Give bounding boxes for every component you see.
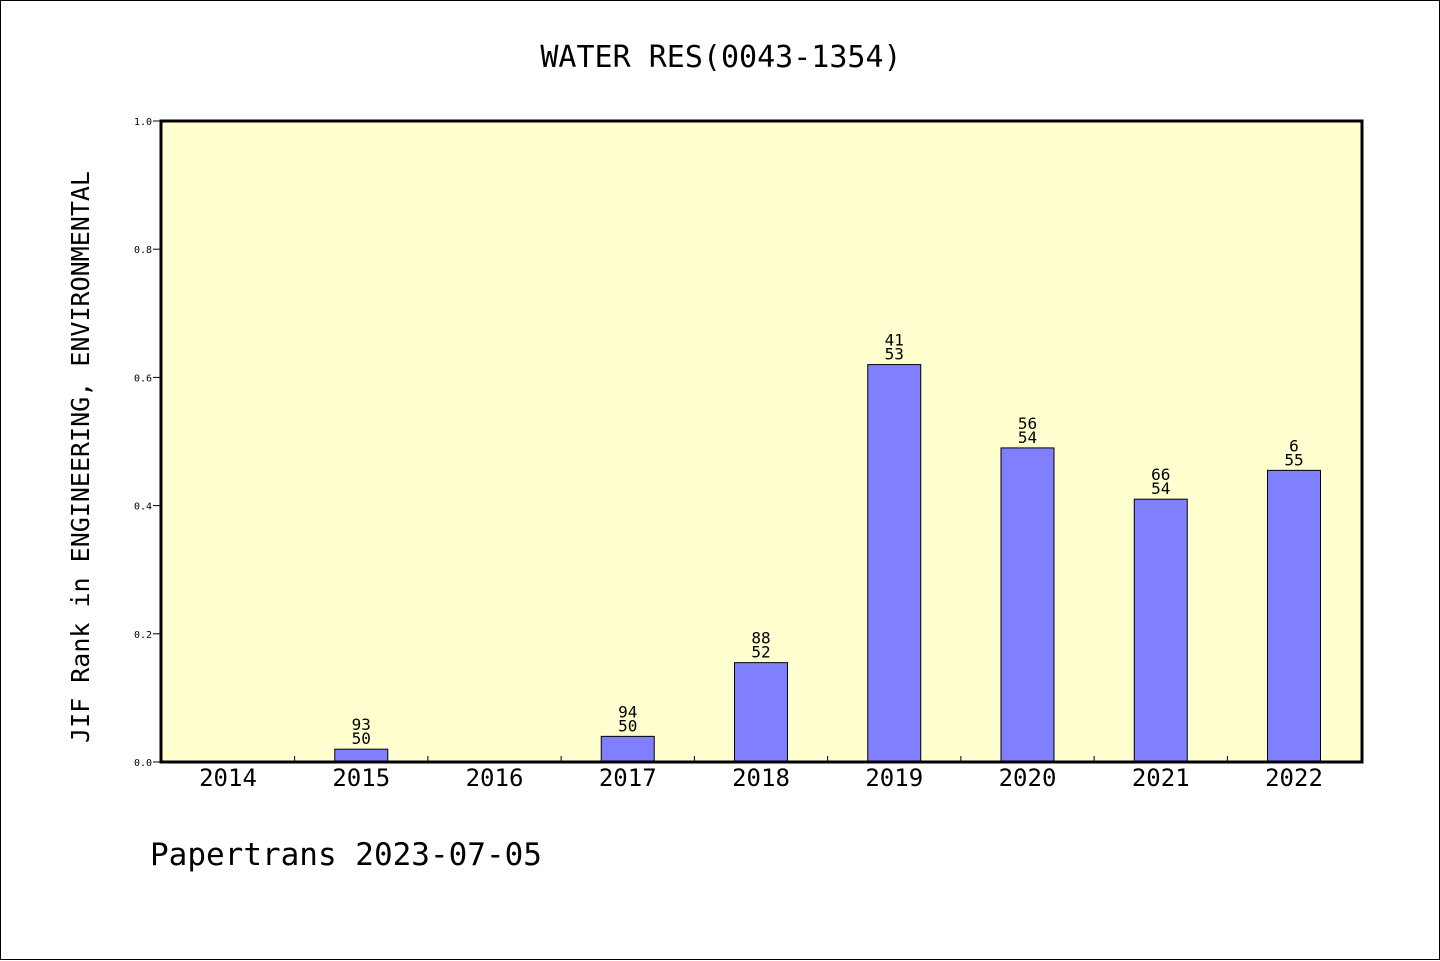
bar-label-top-2022: 6 bbox=[1289, 436, 1299, 455]
y-tick-label-0.6: 0.6 bbox=[134, 373, 152, 384]
bar-2019 bbox=[867, 364, 922, 763]
bar-label-bottom-2020: 54 bbox=[1018, 428, 1037, 447]
bar-label-bottom-2022: 55 bbox=[1284, 450, 1303, 469]
y-tick-label-0.4: 0.4 bbox=[134, 502, 152, 513]
bar-2018 bbox=[734, 662, 788, 763]
bar-label-top-2019: 41 bbox=[885, 331, 904, 350]
bar-label-top-2017: 94 bbox=[618, 702, 637, 721]
y-axis-label: JIF Rank in ENGINEERING, ENVIRONMENTAL bbox=[66, 171, 95, 743]
ticks-layer: 2014 2015 2016 2017 2018 2019 2020 2021 2022 0.0 0… bbox=[134, 117, 1323, 792]
y-tick-label-0.2: 0.2 bbox=[134, 630, 152, 641]
bar-label-top-2018: 88 bbox=[751, 629, 770, 648]
bar-label-top-2021: 66 bbox=[1151, 465, 1170, 484]
x-tick-label-2018: 2018 bbox=[732, 764, 790, 792]
bar-label-top-2015: 93 bbox=[352, 715, 371, 734]
x-tick-label-2020: 2020 bbox=[999, 764, 1057, 792]
bar-2021 bbox=[1133, 498, 1188, 763]
bar-label-bottom-2021: 54 bbox=[1151, 479, 1170, 498]
y-tick-label-0.0: 0.0 bbox=[134, 758, 152, 769]
bar-label-bottom-2019: 53 bbox=[885, 345, 904, 364]
bar-2015 bbox=[334, 748, 389, 763]
x-tick-label-2017: 2017 bbox=[599, 764, 657, 792]
bar-label-bottom-2017: 50 bbox=[618, 716, 637, 735]
bar-label-top-2020: 56 bbox=[1018, 414, 1037, 433]
bar-2017 bbox=[600, 735, 655, 763]
bar-2022 bbox=[1267, 469, 1321, 763]
footer-text: Papertrans 2023-07-05 bbox=[150, 837, 542, 873]
y-tick-label-0.8: 0.8 bbox=[134, 245, 152, 256]
bar-2020 bbox=[1000, 447, 1055, 763]
x-tick-label-2015: 2015 bbox=[332, 764, 390, 792]
x-tick-label-2019: 2019 bbox=[865, 764, 923, 792]
bar-label-bottom-2015: 50 bbox=[352, 729, 371, 748]
x-tick-label-2016: 2016 bbox=[466, 764, 524, 792]
x-tick-label-2021: 2021 bbox=[1132, 764, 1190, 792]
chart-title: WATER RES(0043-1354) bbox=[540, 40, 901, 75]
plot-border bbox=[159, 119, 1364, 764]
y-tick-label-1.0: 1.0 bbox=[134, 117, 152, 128]
bar-label-bottom-2018: 52 bbox=[751, 643, 770, 662]
x-tick-label-2014: 2014 bbox=[199, 764, 257, 792]
x-tick-label-2022: 2022 bbox=[1265, 764, 1323, 792]
